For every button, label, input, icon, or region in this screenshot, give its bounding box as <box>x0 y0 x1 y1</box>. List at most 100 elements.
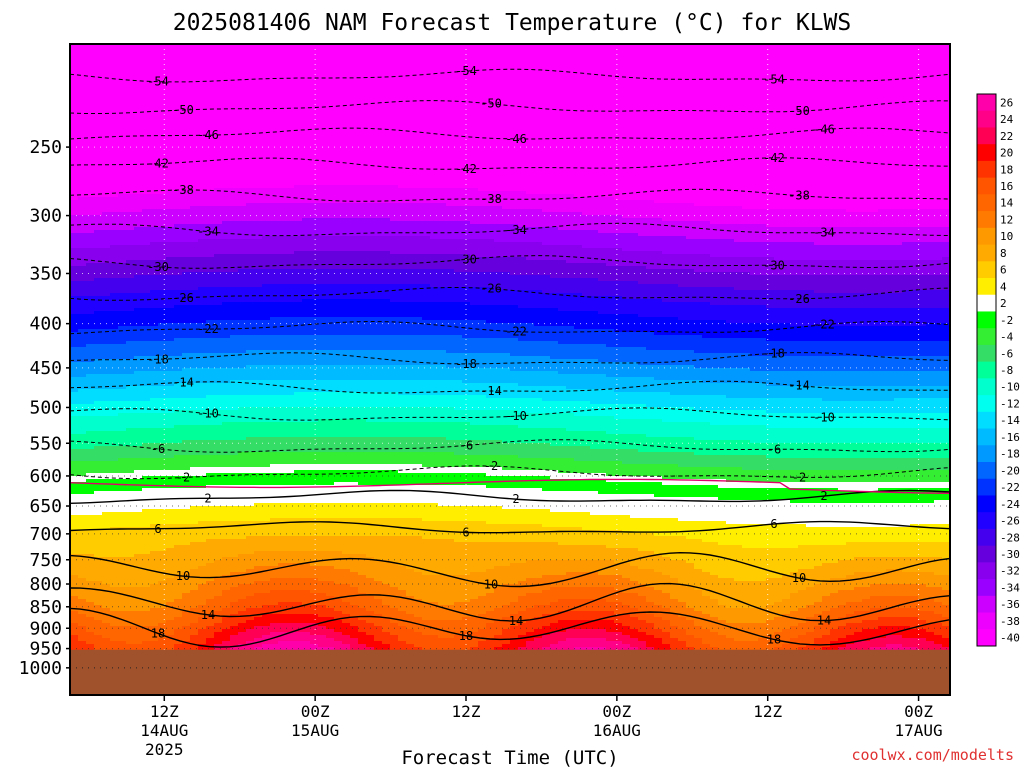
field-cell <box>110 263 119 279</box>
field-cell <box>358 185 367 204</box>
field-cell <box>110 329 119 345</box>
field-cell <box>158 398 167 414</box>
field-cell <box>734 467 743 483</box>
field-cell <box>686 437 695 453</box>
field-cell <box>70 461 79 477</box>
isotherm-label: -42 <box>147 157 169 171</box>
field-cell <box>638 218 647 237</box>
field-cell <box>846 245 855 261</box>
isotherm-label: 6 <box>770 517 777 531</box>
field-cell <box>814 341 823 357</box>
field-cell <box>582 461 591 474</box>
field-cell <box>366 299 375 318</box>
field-cell <box>686 365 695 381</box>
field-cell <box>726 410 735 426</box>
field-cell <box>886 341 895 357</box>
field-cell <box>910 428 919 444</box>
field-cell <box>118 512 127 528</box>
field-cell <box>806 209 815 228</box>
field-cell <box>654 392 663 408</box>
field-cell <box>918 488 927 504</box>
field-cell <box>630 533 639 549</box>
field-cell <box>438 506 447 522</box>
field-cell <box>342 464 351 471</box>
field-cell <box>246 254 255 270</box>
field-cell <box>526 323 535 342</box>
field-cell <box>174 338 183 357</box>
field-cell <box>630 404 639 420</box>
field-cell <box>238 554 247 573</box>
field-cell <box>326 299 335 318</box>
field-cell <box>838 260 847 276</box>
field-cell <box>294 485 303 504</box>
field-cell <box>78 494 87 516</box>
field-cell <box>454 395 463 411</box>
field-cell <box>654 299 663 318</box>
field-cell <box>198 410 207 426</box>
field-cell <box>742 44 751 210</box>
field-cell <box>686 467 695 480</box>
field-cell <box>206 257 215 273</box>
field-cell <box>558 386 567 402</box>
field-cell <box>230 602 239 615</box>
field-cell <box>502 566 511 585</box>
field-cell <box>326 269 335 285</box>
field-cell <box>318 566 327 582</box>
field-cell <box>510 524 519 543</box>
field-cell <box>518 308 527 324</box>
field-cell <box>710 287 719 306</box>
field-cell <box>598 374 607 390</box>
field-cell <box>830 260 839 276</box>
field-cell <box>622 314 631 333</box>
field-cell <box>110 626 119 642</box>
field-cell <box>918 341 927 357</box>
field-cell <box>838 617 847 627</box>
field-cell <box>846 443 855 459</box>
field-cell <box>526 44 535 195</box>
field-cell <box>566 245 575 264</box>
field-cell <box>918 260 927 276</box>
field-cell <box>470 287 479 306</box>
field-cell <box>894 260 903 276</box>
field-cell <box>318 437 327 453</box>
field-cell <box>70 596 79 612</box>
field-cell <box>870 341 879 357</box>
field-cell <box>662 593 671 609</box>
field-cell <box>422 188 431 204</box>
field-cell <box>446 206 455 222</box>
isotherm-label: 18 <box>459 629 473 643</box>
field-cell <box>70 449 79 462</box>
field-cell <box>942 590 950 606</box>
field-cell <box>726 305 735 324</box>
field-cell <box>126 245 135 261</box>
field-cell <box>614 233 623 249</box>
field-cell <box>118 611 127 627</box>
field-cell <box>190 272 199 291</box>
field-cell <box>750 383 759 399</box>
field-cell <box>582 197 591 216</box>
field-cell <box>190 476 199 489</box>
field-cell <box>918 458 927 471</box>
field-cell <box>294 536 303 552</box>
field-cell <box>902 398 911 414</box>
field-cell <box>918 599 927 612</box>
field-cell <box>390 392 399 408</box>
field-cell <box>374 392 383 408</box>
field-cell <box>670 317 679 336</box>
field-cell <box>910 356 919 372</box>
field-cell <box>534 470 543 477</box>
field-cell <box>886 386 895 402</box>
field-cell <box>126 446 135 459</box>
field-cell <box>446 620 455 639</box>
field-cell <box>910 584 919 597</box>
field-cell <box>726 440 735 456</box>
field-cell <box>822 356 831 372</box>
field-cell <box>454 542 463 576</box>
field-cell <box>182 410 191 426</box>
colorbar-label: -36 <box>1000 598 1020 611</box>
field-cell <box>510 224 519 243</box>
field-cell <box>286 563 295 579</box>
field-cell <box>462 632 471 651</box>
isotherm-label: 18 <box>151 626 165 640</box>
field-cell <box>710 272 719 288</box>
